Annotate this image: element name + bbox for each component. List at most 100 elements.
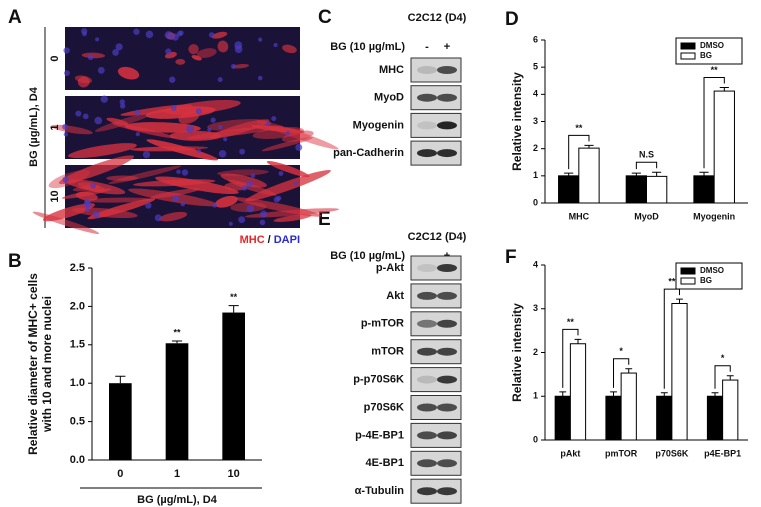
myotube	[81, 52, 106, 59]
myotube	[175, 58, 186, 65]
myotube	[209, 119, 270, 139]
nucleus	[295, 143, 303, 151]
nucleus	[234, 45, 243, 54]
y-tick-label: 1.0	[70, 377, 85, 389]
y-axis-label: Relative diameter of MHC+ cells	[26, 273, 40, 455]
stain-slash: /	[268, 234, 271, 246]
myotube	[261, 137, 313, 152]
annotation: **	[567, 317, 575, 327]
error-bar	[574, 338, 582, 344]
myotube	[266, 160, 310, 178]
nucleus	[218, 124, 223, 130]
error-bar	[676, 298, 683, 304]
nucleus	[260, 210, 268, 218]
legend-swatch	[680, 277, 696, 285]
blot-label: p-mTOR	[361, 318, 404, 330]
y-tick-label: 2	[533, 347, 538, 357]
error-bar	[625, 368, 633, 374]
y-tick-label: 4	[533, 89, 538, 99]
nucleus	[239, 148, 246, 155]
myotube	[75, 191, 98, 201]
band	[437, 149, 457, 158]
x-tick-label: 1	[174, 468, 180, 480]
band	[437, 431, 457, 440]
band	[417, 291, 437, 300]
nucleus	[112, 49, 119, 56]
x-tick-label: p70S6K	[655, 448, 689, 458]
legend-label: DMSO	[700, 266, 724, 275]
nucleus	[217, 77, 223, 83]
bar	[558, 175, 580, 204]
dose-label: 10	[49, 190, 61, 202]
nucleus	[154, 214, 162, 222]
bar	[656, 395, 673, 441]
x-tick-label: p4E-BP1	[704, 448, 741, 458]
legend-label: DMSO	[700, 41, 724, 50]
myotube	[48, 169, 90, 189]
nucleus	[208, 32, 215, 38]
myotube	[220, 173, 267, 188]
lane-label: +	[444, 41, 450, 53]
dose-label: 0	[49, 55, 61, 61]
nucleus	[82, 113, 89, 120]
nucleus	[135, 131, 140, 137]
nucleus	[115, 43, 123, 51]
myotube	[159, 211, 188, 222]
nucleus	[142, 151, 151, 159]
nucleus	[97, 66, 105, 74]
bar	[620, 372, 637, 441]
x-tick-label: pmTOR	[605, 448, 638, 458]
nucleus	[75, 110, 82, 117]
band	[437, 93, 457, 102]
nucleus	[195, 108, 202, 115]
nucleus	[87, 54, 94, 61]
dose-label: 1	[49, 124, 61, 130]
band	[417, 319, 437, 328]
treatment: BG (10 µg/mL)	[330, 41, 405, 53]
y-tick-label: 2	[533, 143, 538, 153]
annotation: N.S	[639, 150, 654, 160]
significance-bracket	[568, 134, 590, 170]
myotube	[130, 146, 196, 152]
nucleus	[180, 201, 186, 207]
blot-label: p70S6K	[364, 401, 404, 413]
blot-label: p-Akt	[376, 262, 404, 274]
blot-label: MyoD	[374, 92, 404, 104]
error-bar	[584, 144, 594, 149]
panel-label: E	[318, 209, 331, 230]
x-tick-label: MHC	[569, 211, 590, 221]
bar	[625, 175, 648, 204]
y-tick-label: 3	[533, 303, 538, 313]
error-bar	[610, 391, 617, 397]
band	[417, 149, 437, 158]
band	[417, 487, 437, 496]
nucleus	[165, 48, 172, 55]
nucleus	[171, 33, 179, 41]
y-axis-label: Relative intensity	[510, 303, 524, 402]
bar	[578, 147, 600, 204]
error-bar	[559, 391, 567, 397]
nucleus	[250, 173, 256, 178]
band	[417, 375, 437, 384]
legend-swatch	[680, 267, 696, 275]
dose-axis-label: BG (µg/mL), D4	[28, 86, 40, 167]
y-tick-label: 1	[533, 391, 538, 401]
significance-bracket	[663, 288, 680, 389]
annotation: **	[575, 123, 583, 133]
nucleus	[95, 37, 100, 42]
band	[417, 66, 437, 74]
blot-label: p-p70S6K	[353, 374, 404, 386]
bar	[671, 303, 688, 441]
blot-label: pan-Cadherin	[333, 147, 404, 159]
nucleus	[170, 104, 177, 111]
x-tick-label: pAkt	[560, 448, 580, 458]
nucleus	[271, 116, 277, 122]
nucleus	[278, 171, 284, 176]
myotube	[112, 122, 176, 139]
nucleus	[176, 169, 181, 175]
y-tick-label: 1	[533, 170, 538, 180]
error-bar	[171, 340, 183, 344]
annotation: **	[173, 327, 181, 337]
myotube	[232, 63, 250, 69]
y-axis-label: with 10 and more nuclei	[40, 296, 54, 433]
